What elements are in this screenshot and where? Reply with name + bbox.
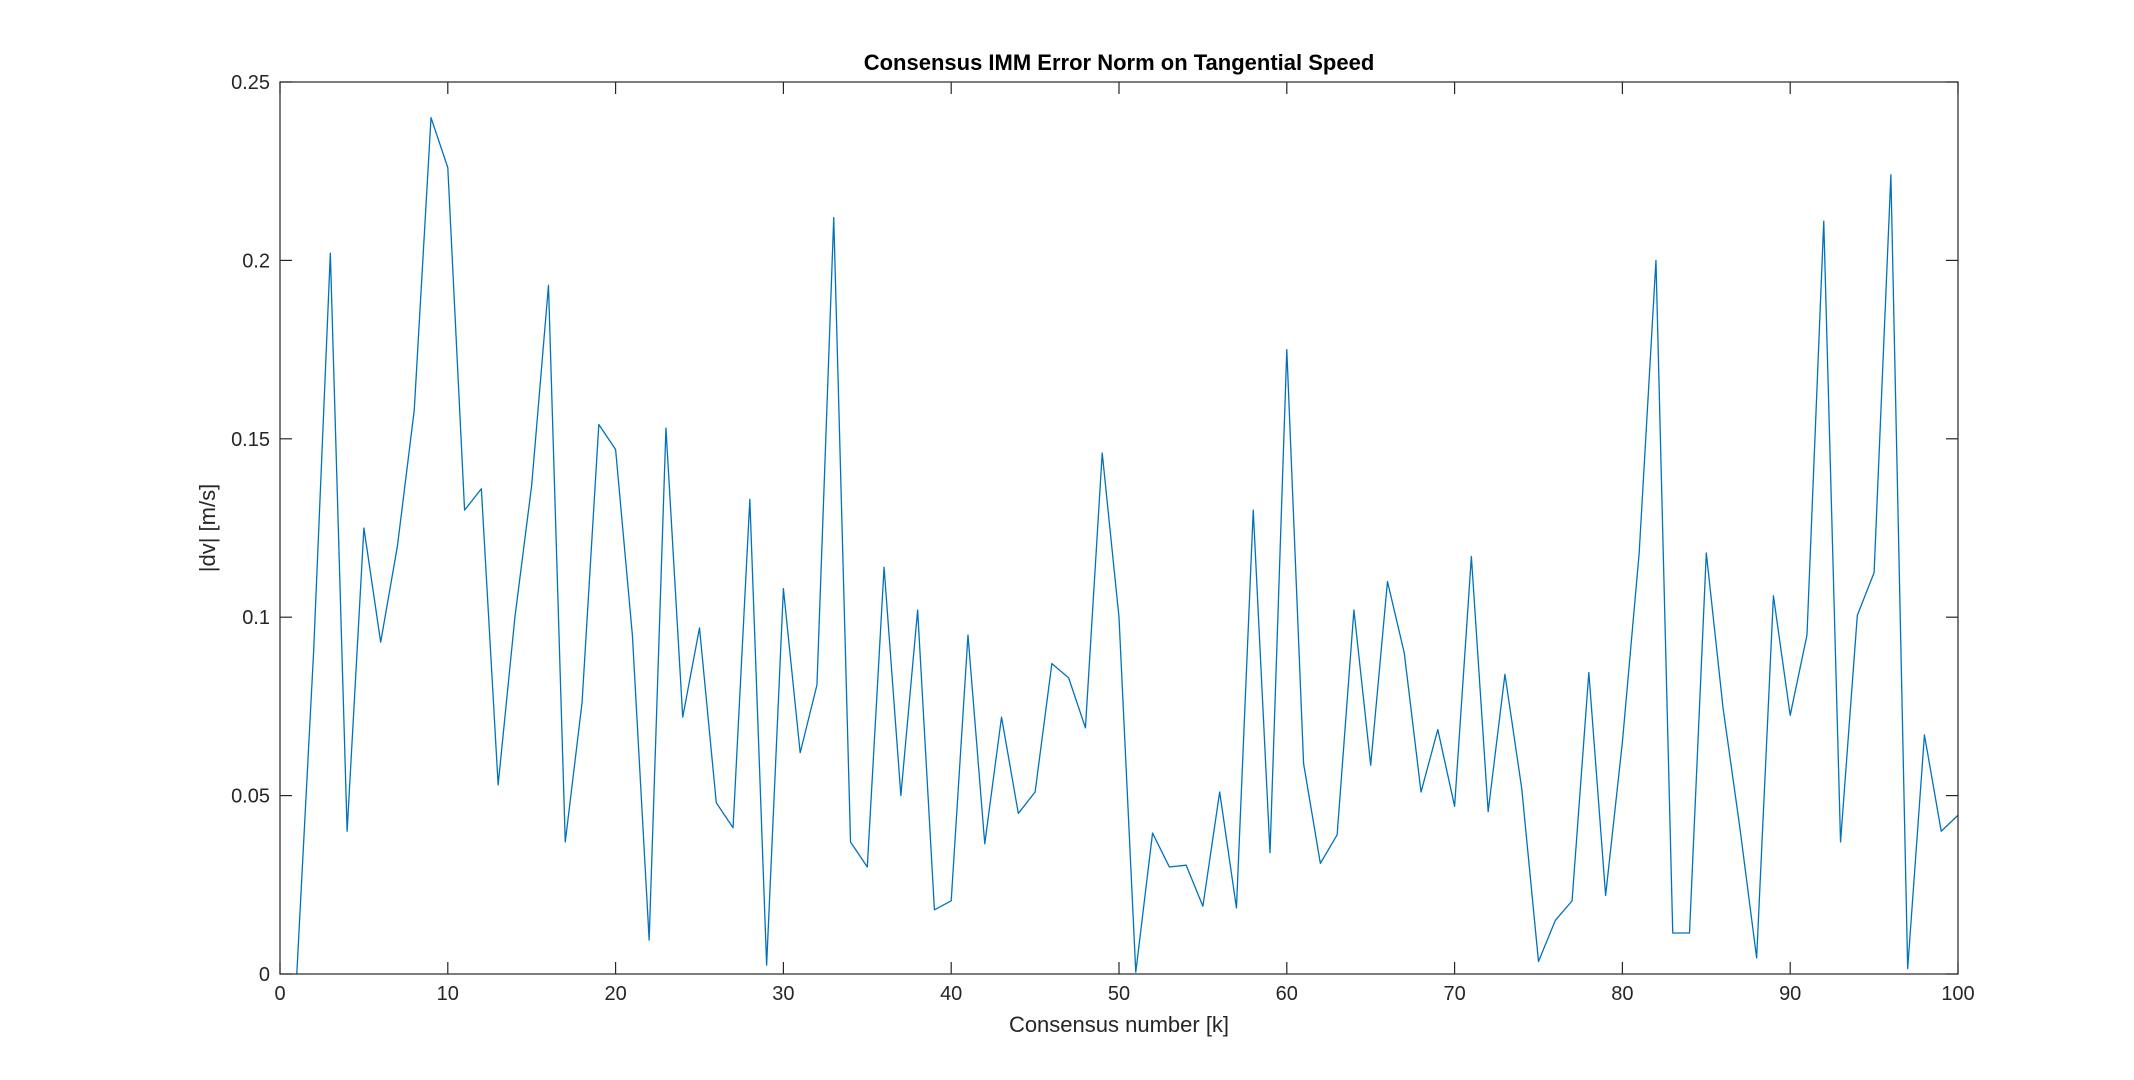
y-tick-label: 0.2 <box>242 250 270 272</box>
y-tick-label: 0 <box>259 964 270 986</box>
y-tick-label: 0.05 <box>231 786 270 808</box>
x-tick-label: 70 <box>1443 983 1465 1005</box>
series-line <box>296 117 1959 975</box>
x-tick-label: 30 <box>772 983 794 1005</box>
x-tick-label: 40 <box>940 983 962 1005</box>
x-tick-label: 20 <box>604 983 626 1005</box>
y-axis-label: |dv| [m/s] <box>195 484 220 572</box>
x-tick-label: 60 <box>1276 983 1298 1005</box>
y-tick-label: 0.25 <box>231 72 270 94</box>
y-tick-label: 0.1 <box>242 607 270 629</box>
tick-labels: 0 10 20 30 40 50 60 70 80 90 100 0 0.05 0.1 0.15 0.2 0.2… <box>231 72 1975 1005</box>
x-tick-label: 50 <box>1108 983 1130 1005</box>
y-tick-label: 0.15 <box>231 429 270 451</box>
x-tick-label: 0 <box>274 983 285 1005</box>
x-axis-label: Consensus number [k] <box>1009 1012 1229 1037</box>
x-tick-label: 80 <box>1611 983 1633 1005</box>
x-tick-label: 10 <box>437 983 459 1005</box>
axes-box <box>279 81 1959 975</box>
x-tick-label: 90 <box>1779 983 1801 1005</box>
plot-area <box>280 82 1958 974</box>
x-tick-label: 100 <box>1941 983 1974 1005</box>
chart-title: Consensus IMM Error Norm on Tangential S… <box>864 50 1375 75</box>
